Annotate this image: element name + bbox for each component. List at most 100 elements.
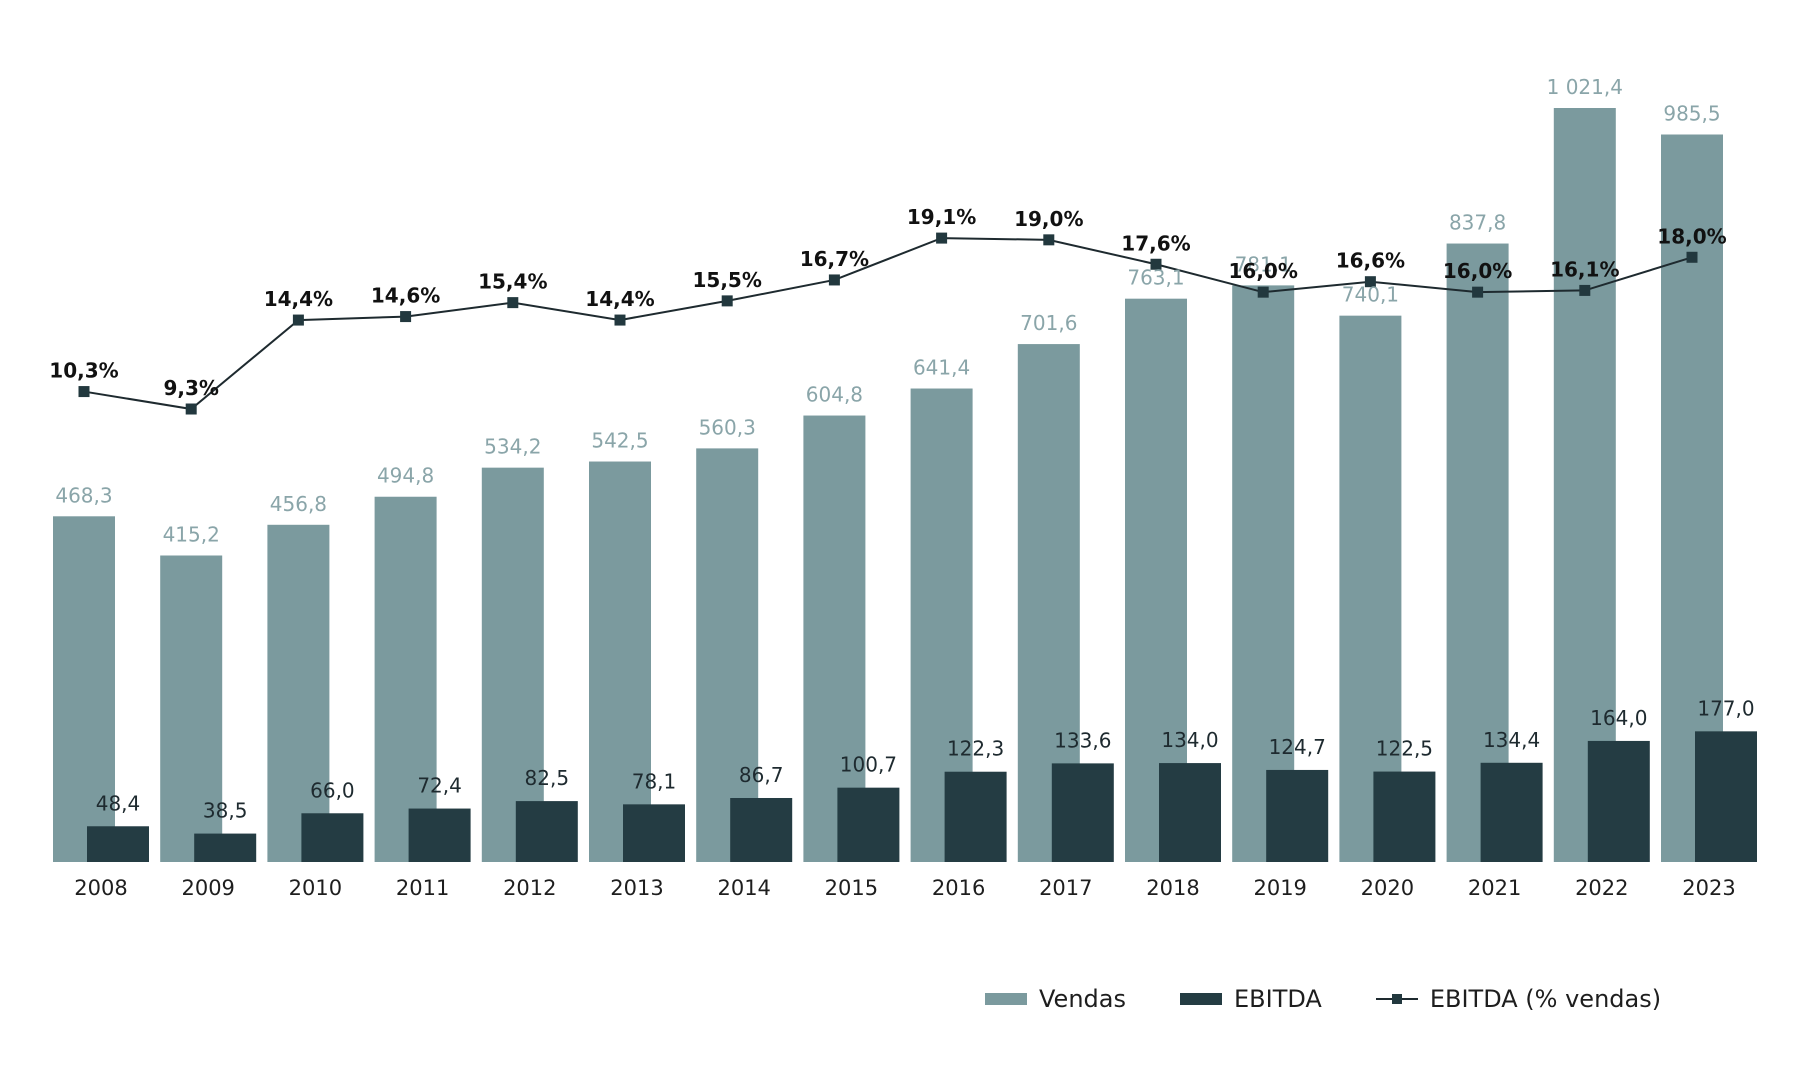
ebitda-pct-polyline bbox=[83, 237, 1693, 411]
vendas-bar-2022 bbox=[1553, 108, 1616, 862]
vendas-bar-2011 bbox=[374, 496, 437, 862]
vendas-bar-2014 bbox=[696, 448, 759, 862]
legend-item-vendas: Vendas bbox=[985, 985, 1126, 1013]
vendas-label-2020: 740,1 bbox=[1342, 283, 1399, 307]
vendas-bar-2012 bbox=[481, 467, 544, 862]
vendas-bar-2021 bbox=[1446, 243, 1509, 863]
ebitda-pct-label-2016: 19,1% bbox=[907, 205, 976, 229]
x-tick-2013: 2013 bbox=[610, 876, 663, 900]
legend-line-marker-icon bbox=[1375, 993, 1418, 1005]
x-axis: 2008 2009 2010 2011 2012 2013 2014 2015 2016 2017… bbox=[74, 876, 1735, 900]
ebitda-bar-2019 bbox=[1266, 769, 1329, 862]
vendas-bars bbox=[53, 108, 1723, 863]
ebitda-pct-label-2008: 10,3% bbox=[49, 359, 118, 383]
ebitda-bar-2010 bbox=[301, 813, 364, 862]
ebitda-bar-2013 bbox=[623, 804, 685, 862]
ebitda-pct-marker-2010 bbox=[292, 314, 304, 326]
ebitda-pct-label-2012: 15,4% bbox=[478, 270, 547, 294]
data-labels: 468,3 48,4 415,2 38,5 456,8 66,0 494,8 72,4 534,… bbox=[49, 75, 1754, 823]
ebitda-pct-marker-2008 bbox=[78, 386, 90, 398]
ebitda-label-2019: 124,7 bbox=[1269, 735, 1326, 759]
vendas-label-2014: 560,3 bbox=[699, 415, 756, 439]
legend-label-ebitda: EBITDA bbox=[1233, 985, 1322, 1013]
vendas-label-2016: 641,4 bbox=[913, 356, 970, 380]
ebitda-pct-label-2009: 9,3% bbox=[163, 376, 218, 400]
x-tick-2012: 2012 bbox=[503, 876, 556, 900]
legend: Vendas EBITDA EBITDA (% vendas) bbox=[985, 985, 1661, 1013]
ebitda-label-2018: 134,0 bbox=[1161, 728, 1218, 752]
ebitda-label-2015: 100,7 bbox=[840, 753, 897, 777]
legend-label-ebitda-pct: EBITDA (% vendas) bbox=[1429, 985, 1662, 1013]
vendas-label-2013: 542,5 bbox=[591, 429, 648, 453]
legend-item-ebitda: EBITDA bbox=[1179, 985, 1322, 1013]
ebitda-label-2011: 72,4 bbox=[417, 774, 462, 798]
ebitda-label-2010: 66,0 bbox=[310, 778, 355, 802]
ebitda-bar-2012 bbox=[515, 801, 578, 862]
x-tick-2014: 2014 bbox=[717, 876, 770, 900]
ebitda-pct-marker-2019 bbox=[1257, 286, 1269, 298]
ebitda-pct-marker-2013 bbox=[614, 314, 626, 326]
vendas-label-2021: 837,8 bbox=[1449, 211, 1506, 235]
ebitda-bar-2018 bbox=[1159, 763, 1221, 862]
ebitda-bar-2011 bbox=[408, 808, 471, 862]
ebitda-pct-label-2023: 18,0% bbox=[1657, 224, 1726, 248]
vendas-bar-2015 bbox=[803, 415, 866, 862]
x-tick-2011: 2011 bbox=[396, 876, 449, 900]
legend-swatch-vendas bbox=[985, 993, 1027, 1005]
ebitda-bar-2020 bbox=[1373, 771, 1436, 862]
ebitda-label-2016: 122,3 bbox=[947, 737, 1004, 761]
vendas-bar-2020 bbox=[1339, 315, 1402, 862]
ebitda-bar-2017 bbox=[1051, 763, 1114, 862]
ebitda-pct-marker-2021 bbox=[1472, 286, 1484, 298]
vendas-label-2015: 604,8 bbox=[806, 383, 863, 407]
ebitda-bar-2016 bbox=[944, 771, 1007, 862]
ebitda-pct-marker-2020 bbox=[1364, 276, 1376, 288]
ebitda-pct-label-2019: 16,0% bbox=[1229, 259, 1298, 283]
ebitda-pct-label-2010: 14,4% bbox=[264, 287, 333, 311]
ebitda-bar-2023 bbox=[1695, 731, 1757, 862]
ebitda-bar-2015 bbox=[837, 787, 900, 862]
ebitda-pct-marker-2014 bbox=[721, 295, 733, 307]
vendas-label-2017: 701,6 bbox=[1020, 311, 1077, 335]
ebitda-label-2017: 133,6 bbox=[1054, 728, 1111, 752]
ebitda-pct-marker-2012 bbox=[507, 297, 519, 309]
x-tick-2016: 2016 bbox=[932, 876, 985, 900]
legend-item-ebitda-pct: EBITDA (% vendas) bbox=[1375, 985, 1662, 1013]
ebitda-pct-label-2017: 19,0% bbox=[1014, 207, 1083, 231]
ebitda-label-2023: 177,0 bbox=[1697, 696, 1754, 720]
x-tick-2022: 2022 bbox=[1575, 876, 1628, 900]
ebitda-label-2012: 82,5 bbox=[525, 766, 570, 790]
ebitda-pct-label-2018: 17,6% bbox=[1121, 231, 1190, 255]
vendas-label-2009: 415,2 bbox=[163, 522, 220, 546]
vendas-bar-2013 bbox=[589, 461, 651, 862]
ebitda-pct-marker-2015 bbox=[828, 274, 840, 286]
ebitda-label-2008: 48,4 bbox=[96, 791, 141, 815]
x-tick-2017: 2017 bbox=[1039, 876, 1092, 900]
ebitda-bar-2008 bbox=[87, 826, 149, 862]
ebitda-bar-2009 bbox=[194, 833, 257, 862]
x-tick-2008: 2008 bbox=[74, 876, 127, 900]
ebitda-pct-label-2015: 16,7% bbox=[800, 247, 869, 271]
vendas-label-2019: 781,1 bbox=[1235, 252, 1292, 276]
ebitda-pct-label-2020: 16,6% bbox=[1336, 249, 1405, 273]
x-tick-2019: 2019 bbox=[1253, 876, 1306, 900]
vendas-label-2023: 985,5 bbox=[1663, 102, 1720, 126]
vendas-label-2022: 1 021,4 bbox=[1547, 75, 1623, 99]
ebitda-bars bbox=[87, 731, 1757, 862]
x-tick-2015: 2015 bbox=[825, 876, 878, 900]
ebitda-label-2021: 134,4 bbox=[1483, 728, 1540, 752]
x-tick-2009: 2009 bbox=[181, 876, 234, 900]
ebitda-bar-2014 bbox=[730, 797, 793, 862]
ebitda-pct-label-2014: 15,5% bbox=[693, 268, 762, 292]
vendas-label-2010: 456,8 bbox=[270, 492, 327, 516]
ebitda-pct-marker-2018 bbox=[1150, 258, 1162, 270]
x-tick-2010: 2010 bbox=[289, 876, 342, 900]
legend-label-vendas: Vendas bbox=[1039, 985, 1126, 1013]
ebitda-pct-label-2011: 14,6% bbox=[371, 284, 440, 308]
vendas-label-2012: 534,2 bbox=[484, 435, 541, 459]
vendas-label-2011: 494,8 bbox=[377, 464, 434, 488]
vendas-bar-2010 bbox=[267, 524, 330, 862]
ebitda-label-2014: 86,7 bbox=[739, 763, 784, 787]
ebitda-bar-2021 bbox=[1480, 762, 1543, 862]
